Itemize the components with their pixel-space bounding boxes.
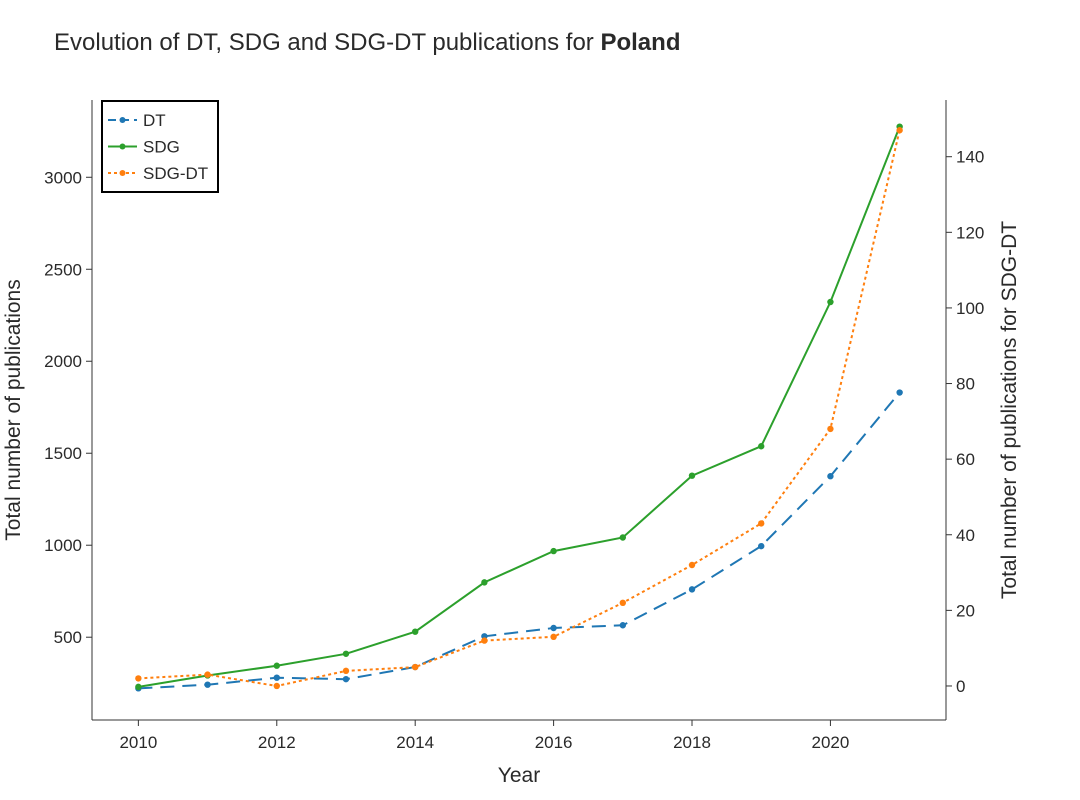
y-right-tick-label: 40 [956, 526, 975, 545]
data-point-sdg [481, 579, 488, 586]
data-point-sdg [827, 298, 834, 306]
x-tick-label: 2012 [258, 733, 296, 752]
data-point-sdg-dt [273, 682, 280, 690]
data-point-dt [688, 586, 696, 593]
data-point-sdg-dt [550, 633, 557, 641]
data-point-sdg [550, 547, 557, 555]
data-point-sdg [619, 534, 627, 541]
legend-label-sdg: SDG [143, 138, 180, 157]
data-point-dt [827, 473, 834, 480]
data-point-dt [758, 542, 765, 550]
axes: 2010 2012 2014 2016 2018 20205001000150020002… [44, 100, 984, 752]
legend: DT SDG SDG-DT [101, 100, 219, 193]
data-point-sdg-dt [411, 663, 419, 671]
y-left-tick-label: 2500 [44, 260, 82, 279]
data-point-sdg-dt [758, 520, 765, 527]
y-axis-left-label: Total number of publications [2, 279, 25, 541]
series-layer [135, 123, 903, 692]
data-point-sdg [273, 662, 280, 669]
y-left-tick-label: 500 [54, 628, 82, 647]
data-point-sdg-dt [688, 561, 696, 569]
data-point-sdg-dt [342, 667, 350, 675]
x-tick-label: 2020 [812, 733, 850, 752]
legend-marker-sdg-dt [119, 170, 126, 176]
legend-marker-sdg [119, 143, 126, 150]
y-left-tick-label: 1000 [44, 536, 82, 555]
data-point-sdg [688, 472, 696, 479]
legend-label-dt: DT [143, 111, 166, 130]
y-right-tick-label: 80 [956, 375, 975, 394]
data-point-sdg-dt [619, 599, 627, 607]
data-point-sdg [411, 628, 419, 635]
legend-label-sdg-dt: SDG-DT [143, 164, 208, 183]
series-line-sdg [138, 126, 901, 688]
data-point-dt [619, 622, 627, 629]
data-point-dt [896, 389, 903, 396]
data-point-sdg-dt [204, 671, 211, 678]
y-right-tick-label: 60 [956, 450, 975, 469]
y-left-tick-label: 3000 [44, 168, 82, 187]
y-left-tick-label: 2000 [44, 352, 82, 371]
x-tick-label: 2018 [673, 733, 711, 752]
data-point-sdg [758, 443, 765, 450]
data-point-sdg [135, 683, 142, 691]
data-point-sdg-dt [896, 127, 903, 134]
series-line-dt [138, 391, 901, 690]
x-tick-label: 2014 [396, 733, 434, 752]
chart-title-country: Poland [600, 29, 680, 56]
data-point-sdg [342, 650, 350, 657]
y-axis-right-label: Total number of publications for SDG-DT [998, 221, 1021, 599]
series-line-sdg-dt [138, 129, 901, 688]
chart-title-prefix: Evolution of DT, SDG and SDG-DT publicat… [54, 29, 600, 56]
legend-marker-dt [119, 117, 126, 123]
data-point-sdg-dt [135, 675, 142, 682]
y-left-tick-label: 1500 [44, 444, 82, 463]
data-point-dt [273, 674, 280, 681]
data-point-dt [550, 624, 557, 632]
data-point-dt [204, 681, 211, 688]
data-point-sdg-dt [827, 425, 834, 433]
data-point-sdg-dt [481, 637, 488, 644]
y-right-tick-label: 0 [956, 677, 965, 696]
y-right-tick-label: 120 [956, 223, 984, 242]
y-right-tick-label: 100 [956, 299, 984, 318]
x-tick-label: 2016 [535, 733, 573, 752]
y-right-tick-label: 20 [956, 601, 975, 620]
chart-title: Evolution of DT, SDG and SDG-DT publicat… [54, 29, 680, 56]
y-right-tick-label: 140 [956, 148, 984, 167]
x-axis-label: Year [498, 764, 540, 787]
data-point-dt [342, 675, 350, 683]
x-tick-label: 2010 [119, 733, 157, 752]
